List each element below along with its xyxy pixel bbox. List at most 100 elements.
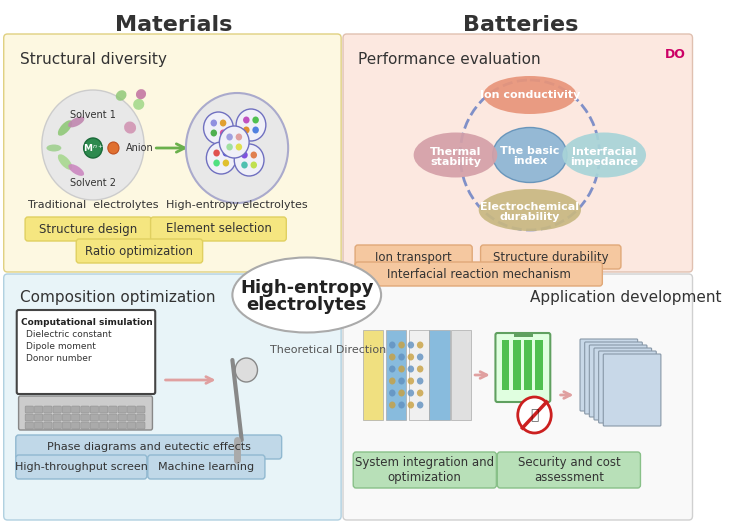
Text: 🔥: 🔥 (530, 408, 539, 422)
Text: stability: stability (430, 157, 481, 167)
FancyBboxPatch shape (81, 406, 89, 413)
FancyBboxPatch shape (524, 340, 532, 390)
Text: Anion: Anion (126, 143, 154, 153)
Circle shape (222, 150, 229, 157)
FancyBboxPatch shape (148, 455, 265, 479)
Circle shape (220, 130, 226, 136)
Ellipse shape (234, 463, 240, 473)
FancyBboxPatch shape (72, 422, 80, 429)
Circle shape (108, 142, 119, 154)
FancyBboxPatch shape (16, 310, 155, 394)
FancyBboxPatch shape (34, 422, 43, 429)
Circle shape (226, 143, 233, 151)
Circle shape (389, 341, 395, 348)
Text: electrolytes: electrolytes (246, 296, 367, 314)
Circle shape (42, 90, 144, 200)
FancyBboxPatch shape (598, 351, 656, 423)
FancyBboxPatch shape (355, 262, 602, 286)
Circle shape (241, 161, 248, 169)
Text: impedance: impedance (570, 157, 638, 167)
FancyBboxPatch shape (118, 422, 127, 429)
Circle shape (417, 389, 423, 396)
Text: Structural diversity: Structural diversity (20, 52, 167, 67)
Text: Electrochemical: Electrochemical (480, 202, 579, 212)
FancyBboxPatch shape (118, 414, 127, 421)
Text: Solvent 1: Solvent 1 (70, 110, 116, 120)
Text: Donor number: Donor number (26, 354, 91, 363)
FancyBboxPatch shape (409, 330, 429, 420)
Text: Batteries: Batteries (463, 15, 578, 35)
Text: Solvent 2: Solvent 2 (70, 178, 116, 188)
Text: High-throughput screen: High-throughput screen (15, 462, 148, 472)
Ellipse shape (479, 189, 581, 231)
Circle shape (407, 341, 414, 348)
Circle shape (398, 402, 404, 408)
Text: High-entropy: High-entropy (240, 279, 374, 297)
FancyBboxPatch shape (109, 422, 117, 429)
FancyBboxPatch shape (136, 406, 145, 413)
FancyBboxPatch shape (451, 330, 471, 420)
FancyBboxPatch shape (354, 452, 497, 488)
FancyBboxPatch shape (90, 406, 99, 413)
Circle shape (243, 116, 249, 123)
Circle shape (210, 130, 217, 136)
FancyBboxPatch shape (481, 245, 621, 269)
FancyBboxPatch shape (514, 333, 533, 337)
FancyArrowPatch shape (475, 372, 487, 378)
Circle shape (236, 133, 242, 141)
Ellipse shape (68, 116, 85, 128)
Circle shape (518, 397, 551, 433)
Text: Interfacial: Interfacial (572, 147, 637, 157)
Text: Element selection: Element selection (166, 222, 271, 236)
FancyBboxPatch shape (100, 422, 108, 429)
Text: Structure design: Structure design (39, 222, 137, 236)
FancyBboxPatch shape (151, 217, 286, 241)
Ellipse shape (116, 90, 127, 101)
Circle shape (207, 142, 236, 174)
FancyBboxPatch shape (25, 406, 34, 413)
Ellipse shape (58, 120, 72, 136)
FancyBboxPatch shape (34, 414, 43, 421)
Circle shape (84, 138, 103, 158)
FancyBboxPatch shape (81, 414, 89, 421)
FancyBboxPatch shape (90, 414, 99, 421)
Ellipse shape (58, 154, 72, 170)
FancyArrowPatch shape (156, 144, 185, 152)
Circle shape (219, 126, 249, 158)
Circle shape (213, 150, 220, 157)
Text: High-entropy electrolytes: High-entropy electrolytes (166, 200, 308, 210)
Circle shape (417, 354, 423, 360)
FancyBboxPatch shape (25, 217, 151, 241)
Circle shape (236, 143, 242, 151)
FancyBboxPatch shape (355, 245, 472, 269)
FancyBboxPatch shape (53, 422, 61, 429)
FancyBboxPatch shape (343, 34, 693, 272)
FancyBboxPatch shape (580, 339, 637, 411)
FancyBboxPatch shape (43, 422, 52, 429)
FancyBboxPatch shape (43, 406, 52, 413)
FancyBboxPatch shape (513, 340, 521, 390)
FancyBboxPatch shape (16, 435, 282, 459)
Circle shape (186, 93, 288, 203)
Text: durability: durability (500, 212, 560, 222)
Circle shape (407, 377, 414, 385)
Ellipse shape (136, 89, 146, 99)
Text: System integration and
optimization: System integration and optimization (355, 456, 494, 484)
Text: Ion transport: Ion transport (375, 250, 452, 264)
Circle shape (252, 116, 259, 123)
FancyBboxPatch shape (363, 330, 383, 420)
Text: Theoretical Direction: Theoretical Direction (270, 345, 386, 355)
FancyBboxPatch shape (19, 396, 153, 430)
Text: The basic: The basic (500, 146, 560, 156)
Text: index: index (513, 156, 547, 166)
Circle shape (389, 366, 395, 373)
Circle shape (389, 354, 395, 360)
Circle shape (398, 341, 404, 348)
Circle shape (398, 377, 404, 385)
Circle shape (234, 144, 264, 176)
Text: Ion conductivity: Ion conductivity (479, 90, 580, 100)
Text: Dipole moment: Dipole moment (26, 342, 96, 351)
FancyBboxPatch shape (76, 239, 203, 263)
FancyBboxPatch shape (585, 342, 643, 414)
Circle shape (407, 402, 414, 408)
